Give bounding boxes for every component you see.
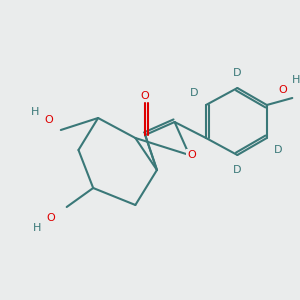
Text: D: D xyxy=(274,145,283,155)
Text: D: D xyxy=(233,68,242,78)
Text: O: O xyxy=(46,213,56,223)
Text: D: D xyxy=(233,165,242,175)
Text: H: H xyxy=(31,107,40,117)
Text: O: O xyxy=(187,150,196,160)
Text: O: O xyxy=(141,91,149,101)
Text: D: D xyxy=(190,88,199,98)
Text: O: O xyxy=(45,115,53,125)
Text: O: O xyxy=(278,85,287,95)
Text: H: H xyxy=(292,75,300,85)
Text: H: H xyxy=(33,223,41,233)
